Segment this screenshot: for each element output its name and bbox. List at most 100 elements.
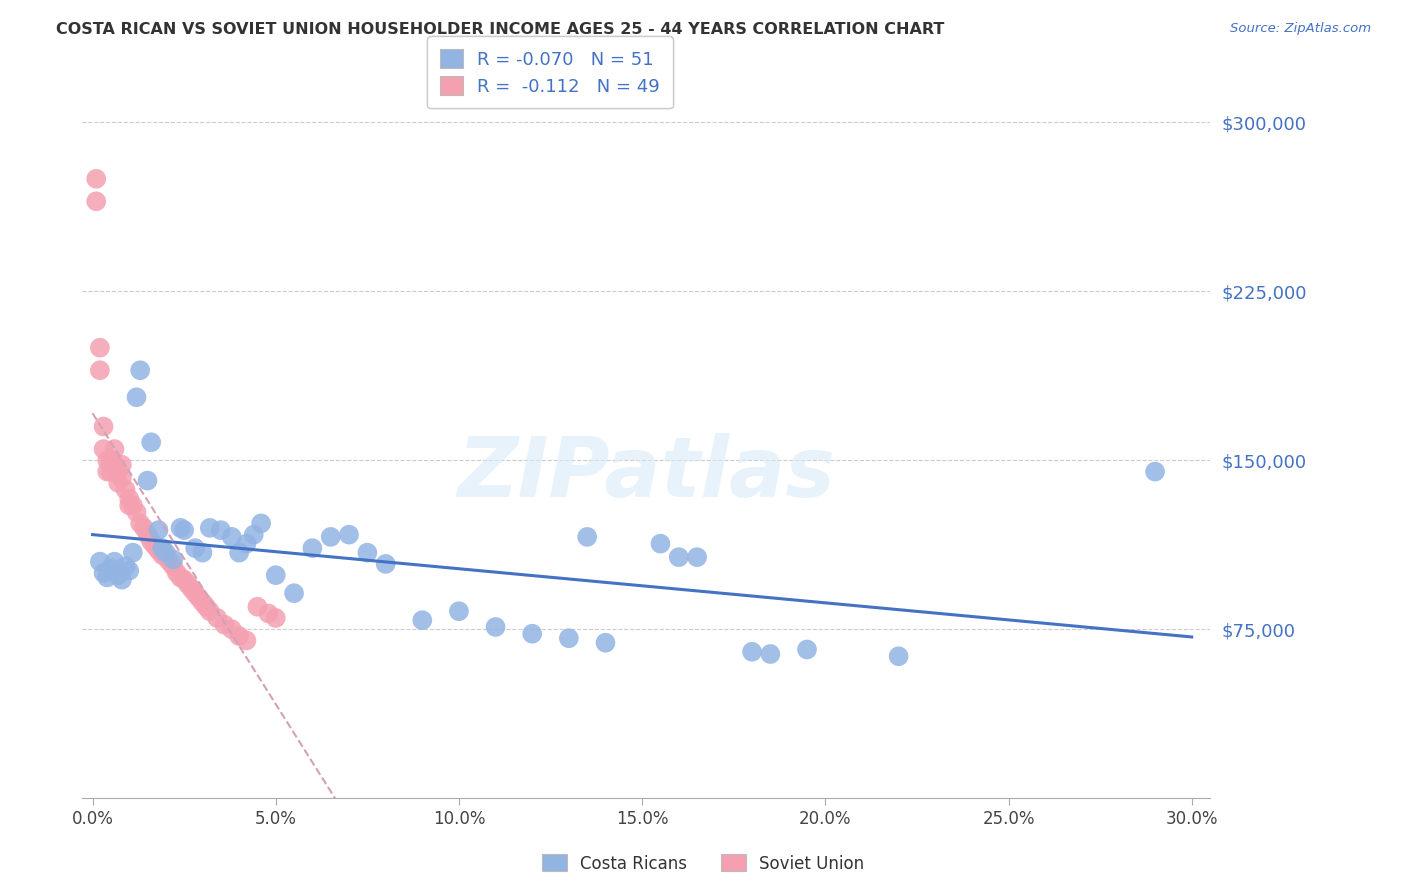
Point [741,645,763,659]
Point [118,564,141,578]
Point [107,465,129,479]
Point [1144,465,1167,479]
Point [214,617,236,632]
Point [93,419,115,434]
Point [150,541,173,556]
Point [89,341,111,355]
Point [250,516,273,531]
Point [166,566,188,580]
Point [177,577,200,591]
Point [100,453,122,467]
Point [148,523,170,537]
Point [246,599,269,614]
Point [184,541,207,556]
Point [209,523,232,537]
Point [129,363,152,377]
Point [107,475,129,490]
Point [132,521,155,535]
Point [141,435,163,450]
Point [121,499,143,513]
Point [686,550,709,565]
Point [93,442,115,456]
Point [103,458,125,472]
Point [118,499,141,513]
Point [96,570,118,584]
Point [173,523,195,537]
Point [374,557,396,571]
Point [221,622,243,636]
Point [558,632,581,646]
Point [887,649,910,664]
Point [111,471,134,485]
Point [155,550,177,565]
Point [111,573,134,587]
Point [169,521,191,535]
Point [103,442,125,456]
Point [301,541,323,556]
Point [195,599,218,614]
Point [89,363,111,377]
Point [118,491,141,506]
Point [184,586,207,600]
Point [576,530,599,544]
Point [264,611,287,625]
Point [100,561,122,575]
Point [155,546,177,560]
Point [84,194,107,209]
Point [148,543,170,558]
Point [187,591,209,605]
Point [264,568,287,582]
Point [143,539,166,553]
Point [107,568,129,582]
Point [356,546,378,560]
Point [235,633,257,648]
Point [89,555,111,569]
Point [129,516,152,531]
Point [125,505,148,519]
Text: COSTA RICAN VS SOVIET UNION HOUSEHOLDER INCOME AGES 25 - 44 YEARS CORRELATION CH: COSTA RICAN VS SOVIET UNION HOUSEHOLDER … [56,22,945,37]
Point [228,546,250,560]
Point [411,613,433,627]
Point [221,530,243,544]
Point [235,536,257,550]
Point [136,474,159,488]
Point [162,559,184,574]
Point [114,559,136,574]
Point [759,647,782,661]
Point [96,453,118,467]
Point [319,530,342,544]
Point [191,595,214,609]
Point [159,555,181,569]
Legend: Costa Ricans, Soviet Union: Costa Ricans, Soviet Union [536,847,870,880]
Point [191,546,214,560]
Point [100,465,122,479]
Text: ZIPatlas: ZIPatlas [457,434,835,515]
Text: Source: ZipAtlas.com: Source: ZipAtlas.com [1230,22,1371,36]
Point [136,527,159,541]
Point [242,527,264,541]
Point [84,171,107,186]
Point [228,629,250,643]
Point [668,550,690,565]
Point [111,458,134,472]
Point [125,390,148,404]
Point [447,604,470,618]
Point [205,611,228,625]
Point [650,536,672,550]
Point [173,573,195,587]
Point [141,534,163,549]
Point [121,546,143,560]
Point [595,636,617,650]
Point [198,521,221,535]
Point [283,586,305,600]
Point [96,465,118,479]
Legend: R = -0.070   N = 51, R =  -0.112   N = 49: R = -0.070 N = 51, R = -0.112 N = 49 [427,36,673,108]
Point [522,626,544,640]
Point [198,604,221,618]
Point [169,570,191,584]
Point [180,582,202,596]
Point [337,527,360,541]
Point [484,620,506,634]
Point [93,566,115,580]
Point [162,552,184,566]
